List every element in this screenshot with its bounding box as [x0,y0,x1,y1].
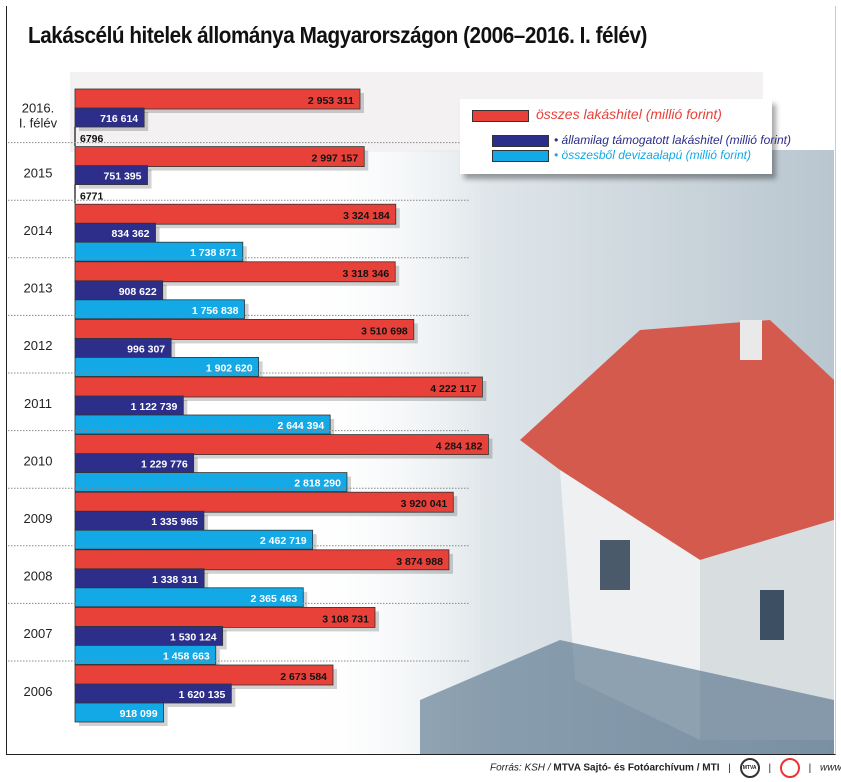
data-label: 996 307 [127,343,165,355]
data-label: 2 673 584 [280,671,327,683]
data-label: 1 620 135 [179,689,226,701]
legend-label-state: • államilag támogatott lakáshitel (milli… [554,133,791,147]
source-text: Forrás: KSH / [490,762,551,774]
legend-label-fx: • összesből devizaalapú (millió forint) [554,148,751,162]
category-label: 2012 [24,338,53,353]
agency-text: MTVA Sajtó- és Fotóarchívum / MTI [553,762,720,774]
data-label: 2 644 394 [277,420,324,432]
bar [74,491,454,513]
data-label: 1 738 871 [190,247,237,259]
category-label: 2011 [24,396,52,411]
legend-label-total: összes lakáshitel (millió forint) [536,106,722,122]
bar [74,414,331,435]
bar [74,549,450,571]
category-label: 2015 [24,165,53,180]
data-label: 1 530 124 [170,631,217,643]
data-label: 751 395 [104,171,142,183]
footer: Forrás: KSH / MTVA Sajtó- és Fotóarchívu… [490,758,841,778]
data-label: 2 997 157 [312,153,359,165]
data-label: 2 462 719 [260,535,307,547]
legend-swatch-fx [492,150,549,162]
data-label: 2 953 311 [308,95,354,107]
bar [74,241,244,262]
data-label: 1 458 663 [163,650,210,662]
mtva-logo: MTVA [739,758,760,778]
data-label: 1 756 838 [192,305,239,317]
bar [74,434,489,456]
bar [74,299,245,320]
data-label: 834 362 [112,228,150,240]
mti-logo [779,758,800,778]
data-label: 3 510 698 [361,325,408,337]
chart-title: Lakáscélú hitelek állománya Magyarország… [28,22,647,48]
bar [74,107,145,128]
category-label: 2016. [22,100,55,115]
bar [74,645,217,665]
legend-swatch-state [492,135,549,147]
mtva-logo-text: MTVA [742,764,757,771]
bar [74,318,415,340]
data-label: 3 108 731 [322,613,369,625]
data-label: 3 920 041 [401,498,448,510]
category-label: 2007 [24,626,53,641]
bar [74,88,361,110]
data-label: 1 229 776 [141,459,188,471]
bar [74,472,348,493]
legend: összes lakáshitel (millió forint) • álla… [460,99,791,174]
data-label: 1 902 620 [206,362,253,374]
legend-swatch-total [472,110,529,122]
data-label: 2 365 463 [251,593,298,605]
data-label: 716 614 [100,113,138,125]
data-label: 1 335 965 [151,516,198,528]
bar [74,356,260,377]
data-label: 3 874 988 [396,556,443,568]
data-label: 918 099 [120,708,158,720]
bar [74,607,376,628]
bar [74,702,164,723]
category-label: I. félév [19,115,58,130]
bar [74,376,483,398]
url-text: www.mti.hu [820,762,841,774]
data-label: 4 284 182 [436,441,483,453]
separator: | [768,762,772,774]
data-label: 3 324 184 [343,210,390,222]
bar [74,203,397,225]
data-label: 1 338 311 [152,574,198,586]
category-label: 2008 [24,569,53,584]
bar [74,529,314,550]
data-label: 2 818 290 [294,478,341,490]
bar [74,261,396,283]
frame-border [6,6,836,755]
data-label: 1 122 739 [131,401,178,413]
separator: | [728,762,731,774]
category-label: 2006 [24,684,53,699]
data-label: 908 622 [119,286,157,298]
category-label: 2010 [24,453,53,468]
category-label: 2013 [24,281,53,296]
bar [74,165,148,186]
bar [74,146,365,168]
bar [74,587,304,608]
category-label: 2014 [24,223,53,238]
category-label: 2009 [24,511,53,526]
separator: | [808,762,812,774]
data-label: 6771 [80,191,104,203]
data-label: 6796 [80,133,104,145]
data-label: 3 318 346 [343,268,390,280]
data-label: 4 222 117 [430,383,476,395]
